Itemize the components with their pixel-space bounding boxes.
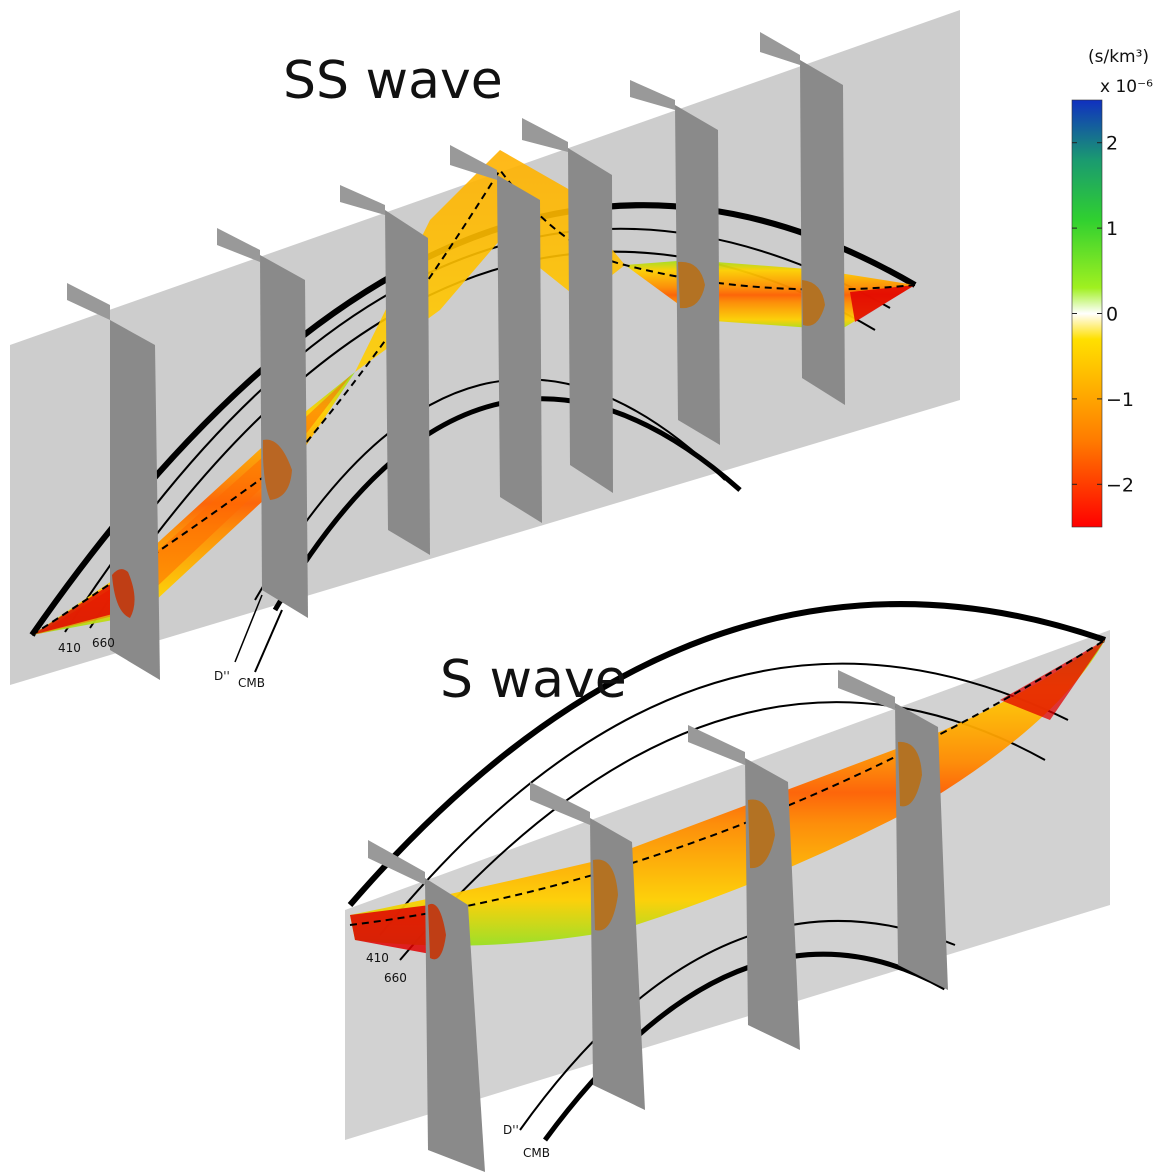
colorbar-ticks: 2 1 0 −1 −2 [1072,133,1134,496]
ss-wave-title: SS wave [283,51,503,111]
ss-cross-section-6-back [630,80,675,110]
ss-cross-section-4 [497,175,542,523]
ss-cross-section-4-back [450,145,497,180]
colorbar-tick-label: −2 [1106,474,1134,496]
s-cross-section-3-back [688,725,745,765]
s-cross-section-1-back [368,840,425,885]
ss-cmb-arc [272,396,742,612]
ss-cross-section-3 [385,210,430,555]
s-dpp-arc [519,919,956,1131]
s-section-cut-2 [593,859,618,931]
s-label-410: 410 [366,951,389,965]
ss-cross-section-7-back [760,32,800,65]
ss-kernel-right-core [850,285,915,322]
ss-kernel-left-tip [32,578,128,635]
ss-dpp-arc [254,378,726,601]
s-kernel-tip-left [350,905,436,955]
colorbar-tick-label: −1 [1106,389,1134,411]
s-surface-arc [347,601,1106,907]
s-section-cut-3 [748,799,775,869]
ss-wave-panel: SS wave 410 660 D'' CMB [10,10,960,690]
s-section-cut-1 [428,903,446,960]
colorbar: (s/km³) x 10⁻⁶ 2 1 0 −1 −2 [1071,47,1153,528]
s-410-arc [379,662,1069,936]
colorbar-unit: (s/km³) [1088,47,1149,67]
ss-section-cut-7 [802,280,825,326]
colorbar-tick-label: 1 [1106,218,1118,240]
ss-cross-section-5-back [522,118,568,152]
ss-label-cmb: CMB [238,676,265,690]
ss-cross-section-1 [110,320,160,680]
ss-label-660: 660 [92,636,115,650]
s-cross-section-4-back [838,670,895,710]
ss-label-dpp: D'' [214,669,230,683]
ss-dpp-leader [234,594,263,663]
s-wave-title: S wave [440,650,627,710]
s-label-cmb: CMB [523,1146,550,1160]
colorbar-tick-label: 2 [1106,133,1118,155]
ss-cross-section-2-back [217,228,260,262]
s-660-arc [399,701,1046,961]
ss-section-cut-2 [262,439,292,500]
ss-cross-section-7 [800,60,845,405]
ss-section-cut-1 [112,569,135,618]
s-wave-panel: S wave 410 660 D'' CMB [345,601,1110,1172]
ss-background-plane [10,10,960,685]
colorbar-tick-label: 0 [1106,304,1118,326]
ss-cross-section-5 [568,148,613,493]
s-cross-section-2-back [530,782,590,825]
ss-ray-path [31,168,916,636]
ss-cross-section-1-back [67,283,110,320]
ss-section-cut-6 [678,261,705,309]
s-label-dpp: D'' [503,1123,519,1137]
s-kernel-tip-right [1000,640,1105,720]
ss-cmb-leader [254,609,283,673]
s-label-660: 660 [384,971,407,985]
ss-cross-section-2 [260,255,308,618]
ss-cross-section-3-back [340,185,385,215]
colorbar-scale: x 10⁻⁶ [1100,77,1153,97]
s-section-cut-4 [898,741,922,807]
ss-label-410: 410 [58,641,81,655]
